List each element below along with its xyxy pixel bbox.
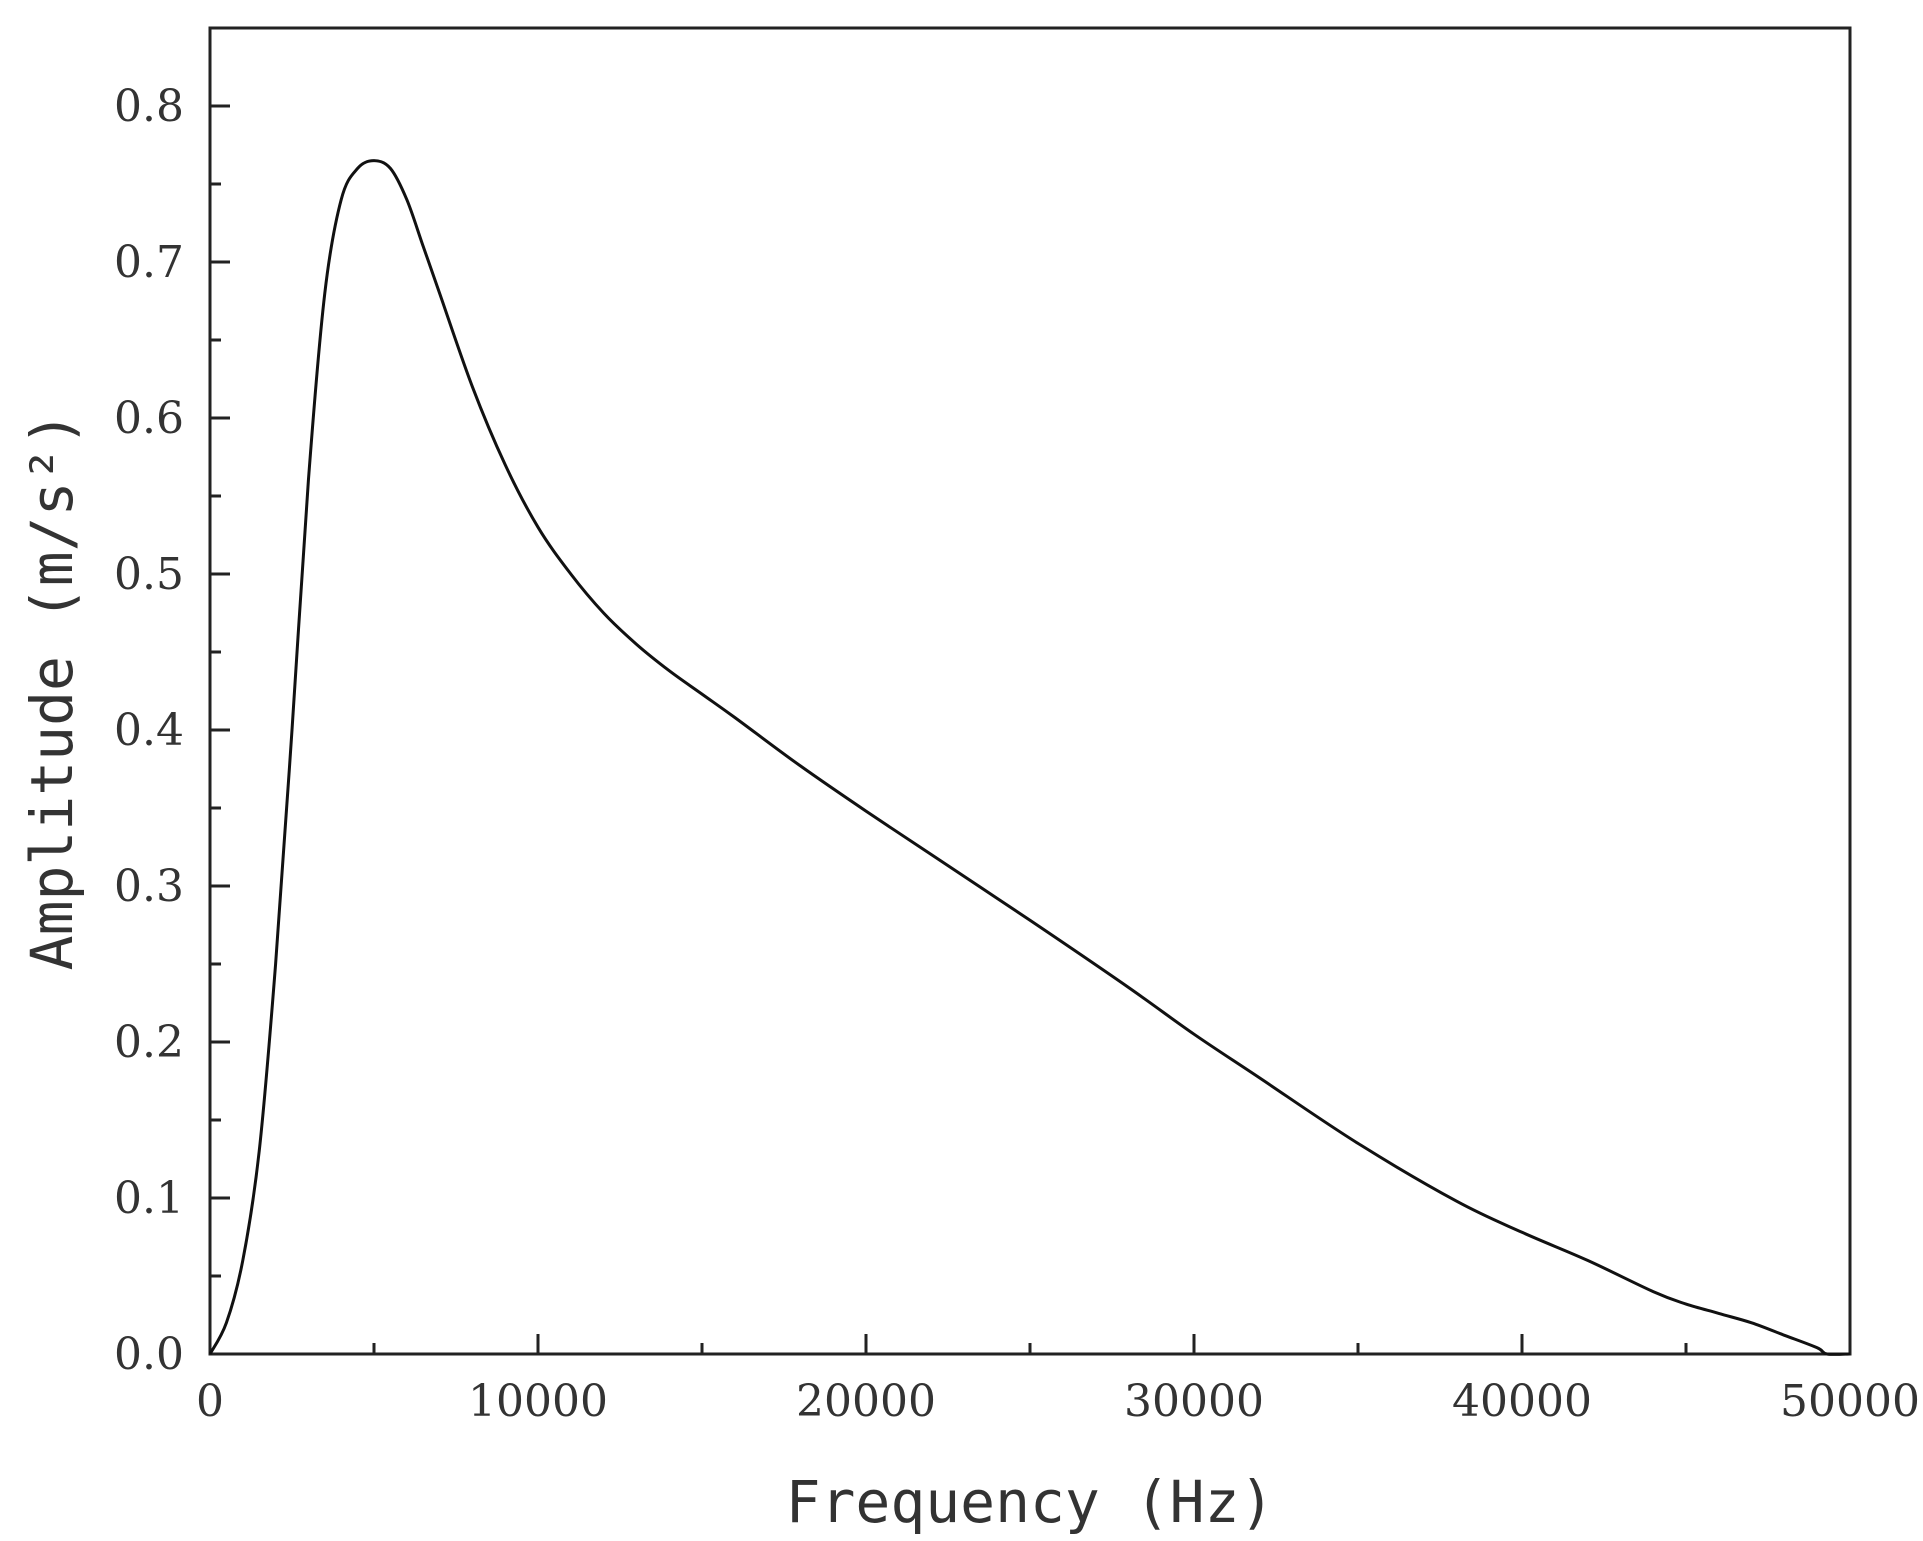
amplitude-series-line [208, 159, 1851, 1356]
x-tick-label: 40000 [1452, 1376, 1592, 1427]
axis-ticks [208, 104, 1852, 1356]
x-tick-label: 50000 [1780, 1376, 1920, 1427]
x-tick-label: 0 [196, 1376, 224, 1427]
y-tick-labels: 0.0 0.1 0.2 0.3 0.4 0.5 0.6 0.7 0.8 [114, 81, 184, 1380]
y-tick-label: 0.6 [114, 393, 184, 444]
y-tick-label: 0.8 [114, 81, 184, 132]
y-tick-label: 0.5 [114, 549, 184, 600]
y-tick-label: 0.4 [114, 705, 184, 756]
y-tick-label: 0.1 [114, 1173, 184, 1224]
plot-frame [208, 26, 1852, 1356]
y-axis-title: Amplitude (m/s²) [18, 412, 86, 971]
x-tick-label: 10000 [468, 1376, 608, 1427]
x-tick-label: 20000 [796, 1376, 936, 1427]
y-tick-label: 0.3 [114, 861, 184, 912]
x-tick-labels: 0 10000 20000 30000 40000 50000 [196, 1376, 1920, 1427]
y-tick-label: 0.7 [114, 237, 184, 288]
x-axis-title: Frequency (Hz) [786, 1468, 1275, 1536]
x-tick-label: 30000 [1124, 1376, 1264, 1427]
y-tick-label: 0.0 [114, 1329, 184, 1380]
y-tick-label: 0.2 [114, 1017, 184, 1068]
